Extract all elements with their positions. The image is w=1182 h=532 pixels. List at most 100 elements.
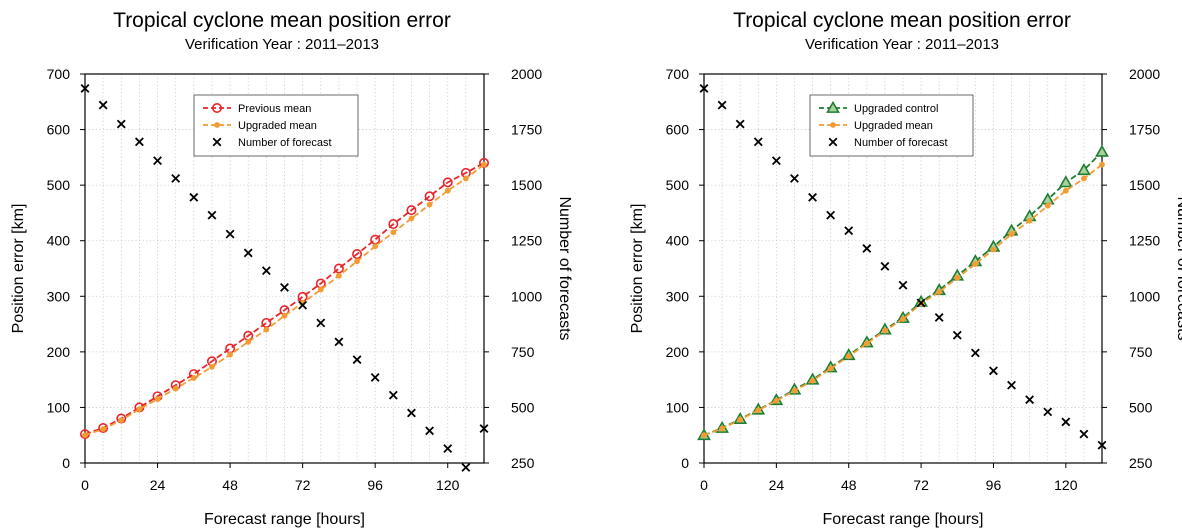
x-axis-label: Forecast range [hours] [204, 511, 365, 528]
legend-marker [212, 103, 223, 114]
data-point [845, 353, 852, 360]
data-point [100, 426, 107, 433]
y2-tick-label: 250 [1129, 455, 1153, 471]
data-point [863, 340, 870, 347]
legend: Upgraded control Upgraded mean Number of f… [809, 94, 974, 157]
y-axis-label: Position error [km] [629, 204, 646, 334]
data-point [844, 226, 854, 236]
data-point [791, 387, 798, 394]
legend-label: Previous mean [238, 103, 311, 115]
legend-marker [212, 137, 222, 147]
x-marker-stroke [388, 390, 398, 400]
data-point [80, 84, 90, 93]
x-tick-label: 72 [295, 477, 311, 493]
data-point [771, 156, 781, 166]
legend-marker [828, 137, 838, 147]
data-point [462, 175, 469, 182]
x-marker-stroke [898, 280, 908, 290]
y-tick-label: 300 [47, 288, 71, 304]
data-point [317, 286, 324, 293]
y2-tick-label: 1250 [511, 233, 542, 249]
data-point [442, 177, 453, 188]
data-point [281, 312, 288, 319]
data-point [116, 119, 126, 129]
y2-tick-label: 1250 [1129, 233, 1160, 249]
x-marker-stroke [479, 424, 489, 433]
data-point [461, 463, 471, 472]
x-marker-stroke [370, 372, 380, 382]
x-marker-stroke [352, 355, 362, 365]
legend-label: Upgraded mean [238, 120, 317, 132]
chart-panel-1: Tropical cyclone mean position error Veri… [10, 9, 573, 528]
x-marker-stroke [699, 84, 709, 93]
x-marker-stroke [1043, 407, 1053, 417]
x-marker-stroke [1061, 417, 1071, 427]
x-axis: 0 24 48 72 96 120 [81, 463, 460, 493]
series-line [703, 151, 1103, 437]
y-tick-label: 600 [47, 122, 71, 138]
data-point [952, 330, 962, 340]
data-point [408, 215, 415, 222]
y2-tick-label: 500 [1129, 399, 1153, 415]
data-point [479, 424, 489, 433]
data-point [701, 432, 707, 439]
x-tick-label: 0 [81, 477, 89, 493]
x-marker-stroke [280, 282, 289, 292]
data-point [209, 363, 215, 370]
x-marker-stroke [443, 444, 453, 453]
x-tick-label: 96 [367, 477, 383, 493]
data-point [808, 192, 817, 202]
data-point [1079, 429, 1089, 439]
data-point [735, 119, 745, 129]
x-axis-label: Forecast range [hours] [823, 511, 984, 528]
x-marker-stroke [828, 137, 838, 147]
x-tick-label: 72 [913, 477, 929, 493]
data-point [773, 397, 780, 404]
data-point [1061, 417, 1071, 427]
data-point [1099, 161, 1105, 168]
data-point [352, 249, 363, 260]
x-marker-stroke [952, 330, 962, 340]
x-tick-label: 48 [841, 477, 857, 493]
data-point [280, 282, 289, 292]
data-point [406, 205, 417, 216]
y2-tick-label: 1500 [1129, 177, 1160, 193]
x-marker-stroke [916, 298, 926, 308]
x-marker-stroke [189, 192, 199, 202]
data-point [334, 337, 344, 347]
y-tick-label: 500 [47, 177, 71, 193]
y2-tick-label: 2000 [1129, 66, 1160, 82]
data-point [719, 425, 725, 432]
data-point [753, 137, 763, 147]
x-marker-stroke [212, 137, 222, 147]
y-tick-label: 400 [666, 233, 690, 249]
data-point [1095, 144, 1109, 157]
y-axis-right: 250 500 750 1000 1250 1500 1750 2000 [484, 66, 542, 471]
x-marker-stroke [1025, 395, 1035, 405]
x-tick-label: 48 [222, 477, 238, 493]
x-marker-stroke [316, 318, 326, 328]
y-tick-label: 200 [47, 344, 71, 360]
chart-subtitle: Verification Year : 2011–2013 [185, 36, 379, 53]
data-point [1081, 175, 1087, 182]
x-tick-label: 0 [700, 477, 708, 493]
y-tick-label: 700 [47, 66, 71, 82]
y-tick-label: 300 [666, 288, 690, 304]
data-point [263, 326, 270, 333]
x-marker-stroke [261, 266, 271, 276]
x-marker-stroke [298, 300, 308, 310]
x-marker-stroke [862, 244, 872, 253]
data-point [699, 84, 709, 93]
y-axis-left: 0 100 200 300 400 500 600 700 [47, 66, 85, 471]
x-tick-label: 120 [436, 477, 460, 493]
data-point [934, 312, 944, 322]
y-tick-label: 600 [666, 122, 690, 138]
y2-tick-label: 500 [511, 399, 535, 415]
data-point [388, 390, 398, 400]
series-upgraded-mean [82, 161, 487, 439]
y-axis-label: Position error [km] [10, 204, 27, 334]
y-tick-label: 400 [47, 233, 71, 249]
data-point [153, 156, 162, 166]
legend-label: Number of forecast [854, 137, 948, 149]
x-marker-stroke [98, 100, 108, 110]
